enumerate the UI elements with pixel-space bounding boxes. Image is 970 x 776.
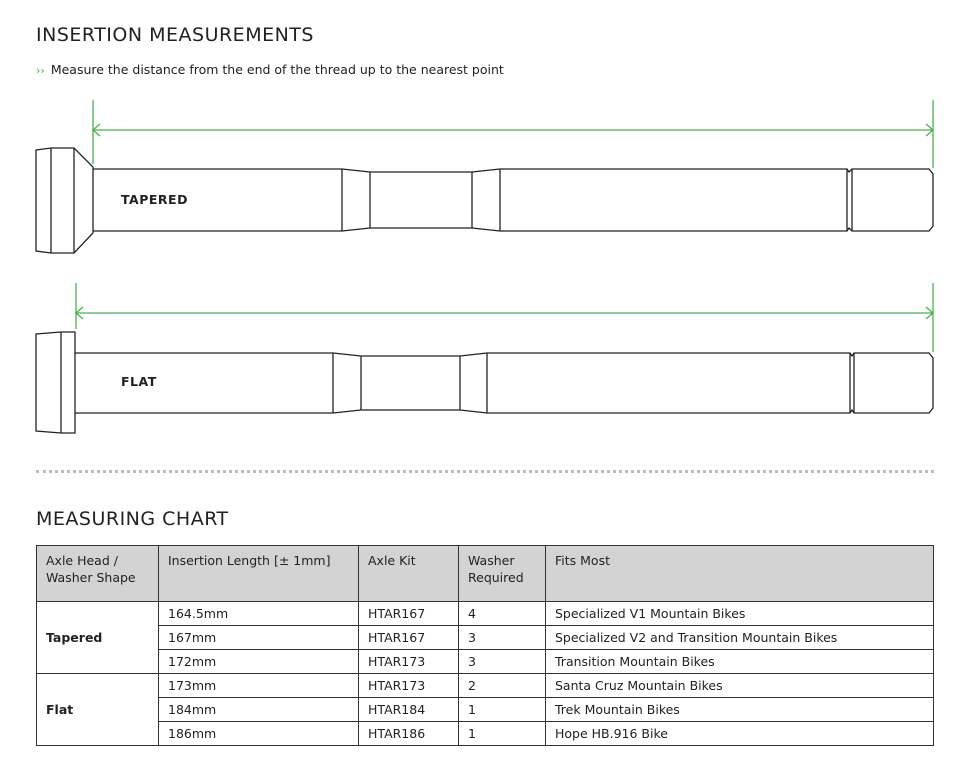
tapered-dimension-arrow [92, 100, 934, 168]
cell-kit: HTAR167 [358, 625, 459, 650]
group-tapered: Tapered [36, 601, 159, 674]
insertion-title: INSERTION MEASUREMENTS [36, 24, 314, 46]
cell-fits: Hope HB.916 Bike [545, 721, 934, 746]
header-axle-kit: Axle Kit [358, 545, 459, 602]
double-chevron-right-icon: ›› [36, 64, 45, 77]
divider [36, 470, 934, 473]
cell-fits: Trek Mountain Bikes [545, 697, 934, 722]
table-row: 184mm HTAR184 1 Trek Mountain Bikes [37, 697, 934, 722]
chart-title: MEASURING CHART [36, 508, 229, 530]
table-row: Flat 173mm HTAR173 2 Santa Cruz Mountain… [36, 673, 934, 746]
table-header-row: Axle Head / Washer Shape Insertion Lengt… [36, 545, 934, 602]
table-row: 186mm HTAR186 1 Hope HB.916 Bike [37, 721, 934, 746]
tapered-axle-drawing [35, 147, 934, 254]
cell-washer: 2 [458, 673, 546, 698]
cell-length: 172mm [158, 649, 359, 674]
cell-fits: Transition Mountain Bikes [545, 649, 934, 674]
cell-length: 186mm [158, 721, 359, 746]
table-row: 167mm HTAR167 3 Specialized V2 and Trans… [37, 625, 934, 650]
cell-kit: HTAR173 [358, 649, 459, 674]
cell-washer: 3 [458, 625, 546, 650]
cell-kit: HTAR184 [358, 697, 459, 722]
cell-washer: 4 [458, 601, 546, 626]
header-fits-most: Fits Most [545, 545, 934, 602]
cell-length: 164.5mm [158, 601, 359, 626]
cell-fits: Specialized V1 Mountain Bikes [545, 601, 934, 626]
cell-kit: HTAR173 [358, 673, 459, 698]
cell-length: 167mm [158, 625, 359, 650]
flat-label: FLAT [121, 374, 157, 389]
table-row: 172mm HTAR173 3 Transition Mountain Bike… [37, 649, 934, 674]
cell-washer: 1 [458, 697, 546, 722]
header-insertion-length: Insertion Length [± 1mm] [158, 545, 359, 602]
tapered-label: TAPERED [121, 192, 188, 207]
table-row: Tapered 164.5mm HTAR167 4 Specialized V1… [36, 601, 934, 674]
measuring-chart-table: Axle Head / Washer Shape Insertion Lengt… [36, 545, 934, 746]
cell-length: 173mm [158, 673, 359, 698]
cell-length: 184mm [158, 697, 359, 722]
axle-drawings [35, 100, 934, 434]
cell-kit: HTAR186 [358, 721, 459, 746]
flat-axle-drawing [35, 331, 934, 434]
cell-washer: 3 [458, 649, 546, 674]
cell-washer: 1 [458, 721, 546, 746]
cell-fits: Specialized V2 and Transition Mountain B… [545, 625, 934, 650]
group-flat: Flat [36, 673, 159, 746]
cell-fits: Santa Cruz Mountain Bikes [545, 673, 934, 698]
instruction: ›› Measure the distance from the end of t… [36, 62, 504, 77]
header-washer: Washer Required [458, 545, 546, 602]
header-axle-head: Axle Head / Washer Shape [36, 545, 159, 602]
flat-dimension-arrow [75, 283, 934, 352]
cell-kit: HTAR167 [358, 601, 459, 626]
